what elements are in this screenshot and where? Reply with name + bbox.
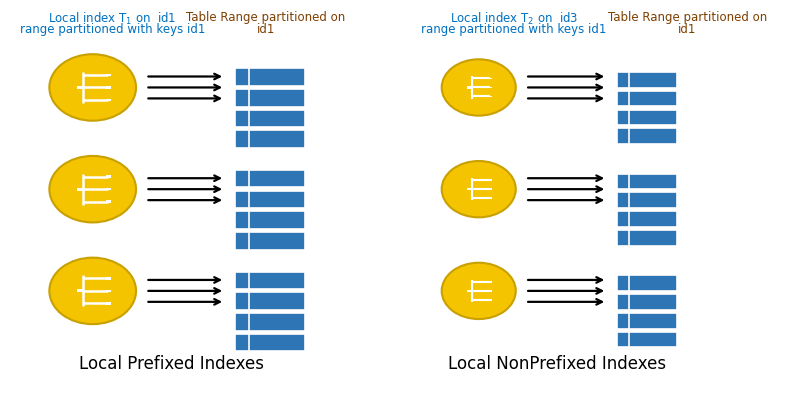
Bar	[616, 72, 629, 87]
FancyBboxPatch shape	[105, 86, 111, 89]
Bar	[234, 313, 249, 331]
Bar	[234, 89, 249, 106]
FancyBboxPatch shape	[488, 87, 491, 88]
Bar	[234, 130, 306, 148]
FancyBboxPatch shape	[467, 290, 472, 292]
Bar	[616, 91, 677, 106]
Bar	[234, 292, 306, 310]
FancyBboxPatch shape	[77, 289, 84, 292]
FancyBboxPatch shape	[105, 188, 111, 190]
FancyBboxPatch shape	[488, 290, 491, 292]
Bar	[234, 334, 249, 351]
Bar	[616, 332, 629, 348]
Bar	[234, 271, 306, 289]
Bar	[616, 128, 677, 144]
Text: Local NonPrefixed Indexes: Local NonPrefixed Indexes	[448, 355, 667, 373]
Bar	[616, 91, 629, 106]
Bar	[616, 128, 629, 144]
Bar	[234, 130, 249, 148]
FancyBboxPatch shape	[105, 74, 111, 76]
Bar	[616, 230, 629, 246]
FancyBboxPatch shape	[105, 277, 111, 280]
Bar	[616, 294, 629, 310]
Bar	[234, 271, 249, 289]
Bar	[234, 211, 249, 229]
FancyBboxPatch shape	[77, 86, 84, 89]
FancyBboxPatch shape	[105, 201, 111, 203]
Text: Table Range partitioned on: Table Range partitioned on	[608, 11, 767, 24]
Ellipse shape	[442, 161, 516, 217]
Ellipse shape	[49, 156, 136, 223]
FancyBboxPatch shape	[488, 188, 491, 190]
Text: Local Prefixed Indexes: Local Prefixed Indexes	[79, 355, 264, 373]
FancyBboxPatch shape	[105, 290, 111, 292]
Ellipse shape	[49, 258, 136, 324]
Bar	[616, 174, 677, 190]
Bar	[234, 170, 249, 188]
Bar	[616, 294, 677, 310]
Bar	[234, 68, 249, 86]
Bar	[234, 232, 306, 250]
FancyBboxPatch shape	[467, 188, 472, 190]
Bar	[616, 230, 677, 246]
FancyBboxPatch shape	[488, 78, 491, 80]
FancyBboxPatch shape	[488, 281, 491, 283]
Bar	[234, 334, 306, 351]
FancyBboxPatch shape	[105, 98, 111, 101]
Bar	[616, 275, 629, 291]
Bar	[616, 110, 677, 125]
Ellipse shape	[442, 263, 516, 319]
Bar	[616, 211, 677, 227]
Bar	[234, 68, 306, 86]
Bar	[616, 192, 677, 208]
Text: id1: id1	[678, 23, 697, 36]
Bar	[616, 72, 677, 87]
Bar	[616, 174, 629, 190]
Text: range partitioned with keys id1: range partitioned with keys id1	[19, 23, 205, 36]
Bar	[234, 110, 306, 127]
FancyBboxPatch shape	[488, 197, 491, 199]
Bar	[234, 292, 249, 310]
Bar	[234, 110, 249, 127]
Bar	[616, 192, 629, 208]
Bar	[234, 191, 306, 208]
Ellipse shape	[49, 54, 136, 121]
FancyBboxPatch shape	[488, 299, 491, 301]
Text: Local index T$_2$ on  id3: Local index T$_2$ on id3	[450, 11, 578, 27]
FancyBboxPatch shape	[467, 86, 472, 89]
Text: id1: id1	[257, 23, 275, 36]
FancyBboxPatch shape	[77, 188, 84, 191]
Bar	[616, 313, 629, 329]
Bar	[616, 211, 629, 227]
FancyBboxPatch shape	[488, 179, 491, 181]
Ellipse shape	[442, 59, 516, 115]
Bar	[234, 170, 306, 188]
FancyBboxPatch shape	[488, 95, 491, 97]
Bar	[616, 110, 629, 125]
Bar	[234, 313, 306, 331]
Bar	[234, 211, 306, 229]
Bar	[234, 232, 249, 250]
Text: Local index T$_1$ on  id1: Local index T$_1$ on id1	[48, 11, 177, 27]
Text: range partitioned with keys id1: range partitioned with keys id1	[422, 23, 607, 36]
Bar	[234, 89, 306, 106]
Bar	[616, 332, 677, 348]
Bar	[234, 191, 249, 208]
FancyBboxPatch shape	[105, 175, 111, 178]
Bar	[616, 275, 677, 291]
FancyBboxPatch shape	[105, 302, 111, 305]
Text: Table Range partitioned on: Table Range partitioned on	[187, 11, 345, 24]
Bar	[616, 313, 677, 329]
